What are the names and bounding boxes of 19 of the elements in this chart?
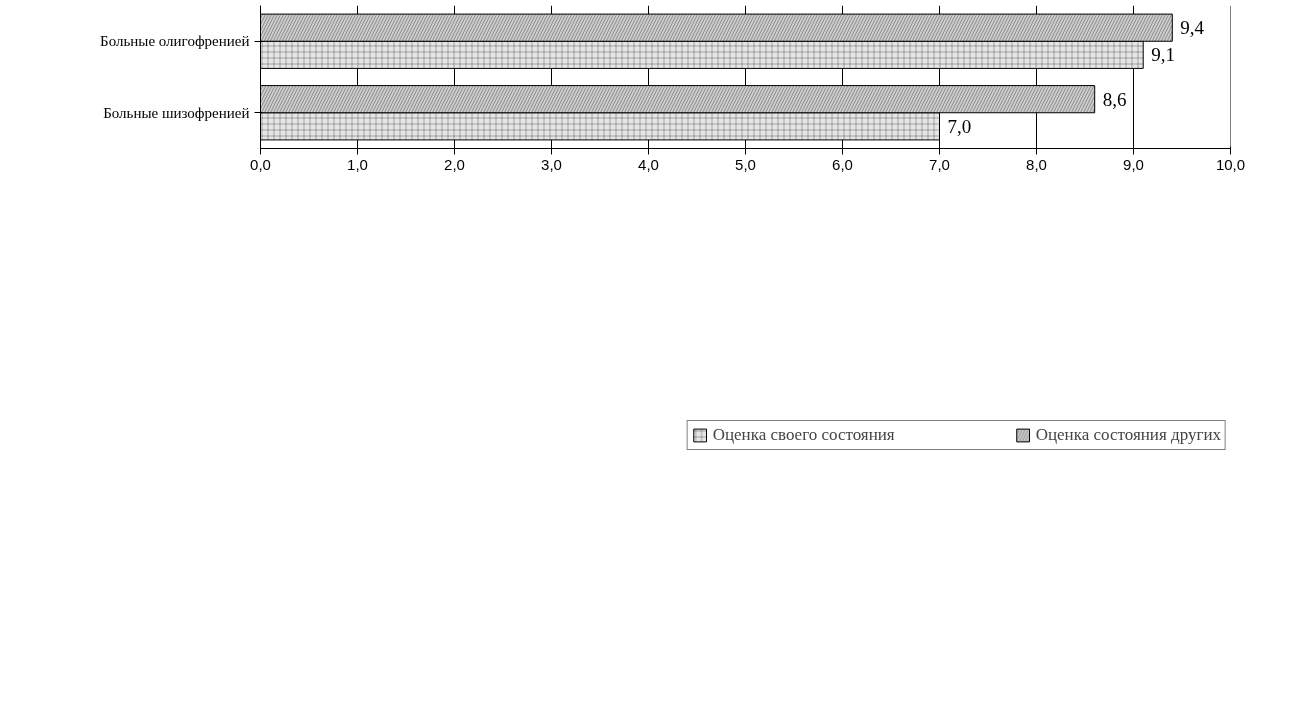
- y-tick-label: Больные олигофренией: [100, 33, 250, 50]
- x-tick-label: 1,0: [347, 155, 368, 173]
- x-tick-label: 6,0: [832, 155, 853, 173]
- legend-label: Оценка состояния других: [1035, 425, 1221, 445]
- data-label: 9,4: [1180, 17, 1205, 39]
- x-tick-label: 4,0: [638, 155, 659, 173]
- x-tick-label: 10,0: [1215, 155, 1246, 173]
- data-label: 9,1: [1151, 44, 1175, 66]
- data-label: 8,6: [1102, 88, 1127, 110]
- x-tick-label: 7,0: [929, 155, 950, 173]
- x-tick-label: 0,0: [250, 155, 271, 173]
- y-tick-label: Больные шизофренией: [103, 104, 250, 121]
- x-tick-label: 3,0: [541, 155, 562, 173]
- x-tick-label: 2,0: [444, 155, 465, 173]
- legend-label: Оценка своего состояния: [712, 425, 895, 445]
- x-tick-label: 5,0: [735, 155, 756, 173]
- x-tick-label: 8,0: [1026, 155, 1047, 173]
- data-label: 7,0: [947, 115, 972, 137]
- x-tick-label: 9,0: [1123, 155, 1144, 173]
